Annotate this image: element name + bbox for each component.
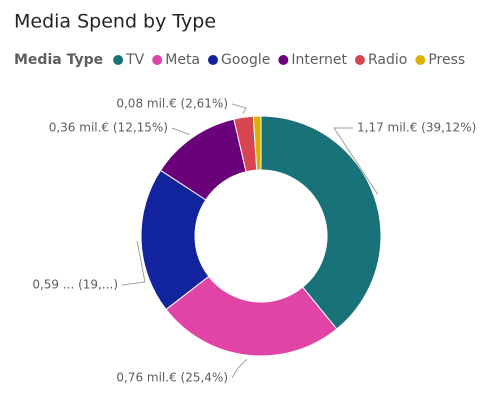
data-label: 0,76 mil.€ (25,4%) (116, 371, 228, 385)
data-label: 1,17 mil.€ (39,12%) (357, 121, 476, 135)
legend-marker (208, 55, 219, 65)
legend-marker (278, 55, 289, 65)
legend-marker (113, 55, 124, 65)
leader-line (171, 127, 191, 135)
legend-marker (415, 55, 426, 65)
legend-title: Media Type (14, 52, 103, 68)
legend-label: Google (221, 52, 270, 68)
data-label: 0,08 mil.€ (2,61%) (116, 97, 228, 111)
legend-label: Radio (368, 52, 407, 68)
donut-slice (165, 275, 338, 357)
leader-line (231, 358, 248, 379)
leader-line (333, 127, 379, 195)
legend-label: Internet (291, 52, 347, 68)
legend-label: TV (125, 52, 145, 68)
data-label: 0,36 mil.€ (12,15%) (49, 121, 168, 135)
legend-marker (152, 55, 163, 65)
leader-line (121, 240, 146, 286)
data-label: 0,59 ... (19,...) (32, 278, 118, 292)
legend-label: Press (428, 52, 465, 68)
chart-title: Media Spend by Type (14, 11, 216, 33)
donut-slice (252, 115, 262, 171)
legend-marker (354, 55, 365, 65)
legend-label: Meta (165, 52, 200, 68)
donut-slice (260, 115, 382, 330)
leader-line (231, 103, 247, 114)
